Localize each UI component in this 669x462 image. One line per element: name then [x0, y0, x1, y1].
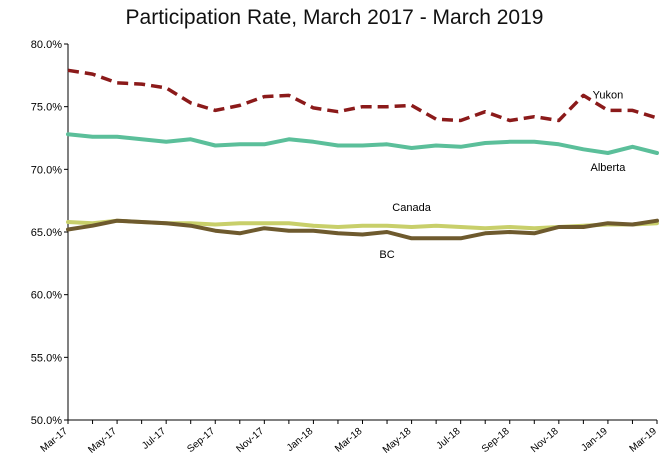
y-tick-label: 80.0% [31, 39, 62, 51]
x-tick-label: Jul-18 [435, 426, 463, 452]
x-tick-label: May-17 [86, 426, 119, 456]
x-tick-label: Sep-17 [185, 426, 217, 455]
x-tick-label: Mar-18 [333, 426, 365, 455]
y-tick-label: 70.0% [31, 164, 62, 176]
y-tick-label: 55.0% [31, 352, 62, 364]
series-label-alberta: Alberta [590, 162, 626, 174]
x-tick-label: Sep-18 [480, 426, 512, 455]
x-tick-label: Jan-19 [579, 426, 610, 454]
series-label-yukon: Yukon [593, 89, 624, 101]
series-label-bc: BC [379, 249, 394, 261]
series-label-canada: Canada [392, 202, 431, 214]
x-tick-label: Mar-17 [39, 426, 71, 455]
y-tick-label: 75.0% [31, 102, 62, 114]
x-tick-label: Jul-17 [140, 426, 168, 452]
chart-title: Participation Rate, March 2017 - March 2… [125, 6, 544, 29]
x-tick-label: Mar-19 [628, 426, 660, 455]
y-tick-label: 50.0% [31, 415, 62, 427]
x-tick-label: Nov-17 [234, 426, 266, 455]
series-line-alberta [66, 132, 659, 155]
x-tick-label: Jan-18 [285, 426, 316, 454]
x-tick-label: May-18 [381, 426, 414, 456]
series-line-yukon [67, 68, 658, 123]
x-tick-label: Nov-18 [529, 426, 561, 455]
y-tick-label: 65.0% [31, 227, 62, 239]
y-tick-label: 60.0% [31, 290, 62, 302]
series-line-bc [66, 218, 659, 241]
